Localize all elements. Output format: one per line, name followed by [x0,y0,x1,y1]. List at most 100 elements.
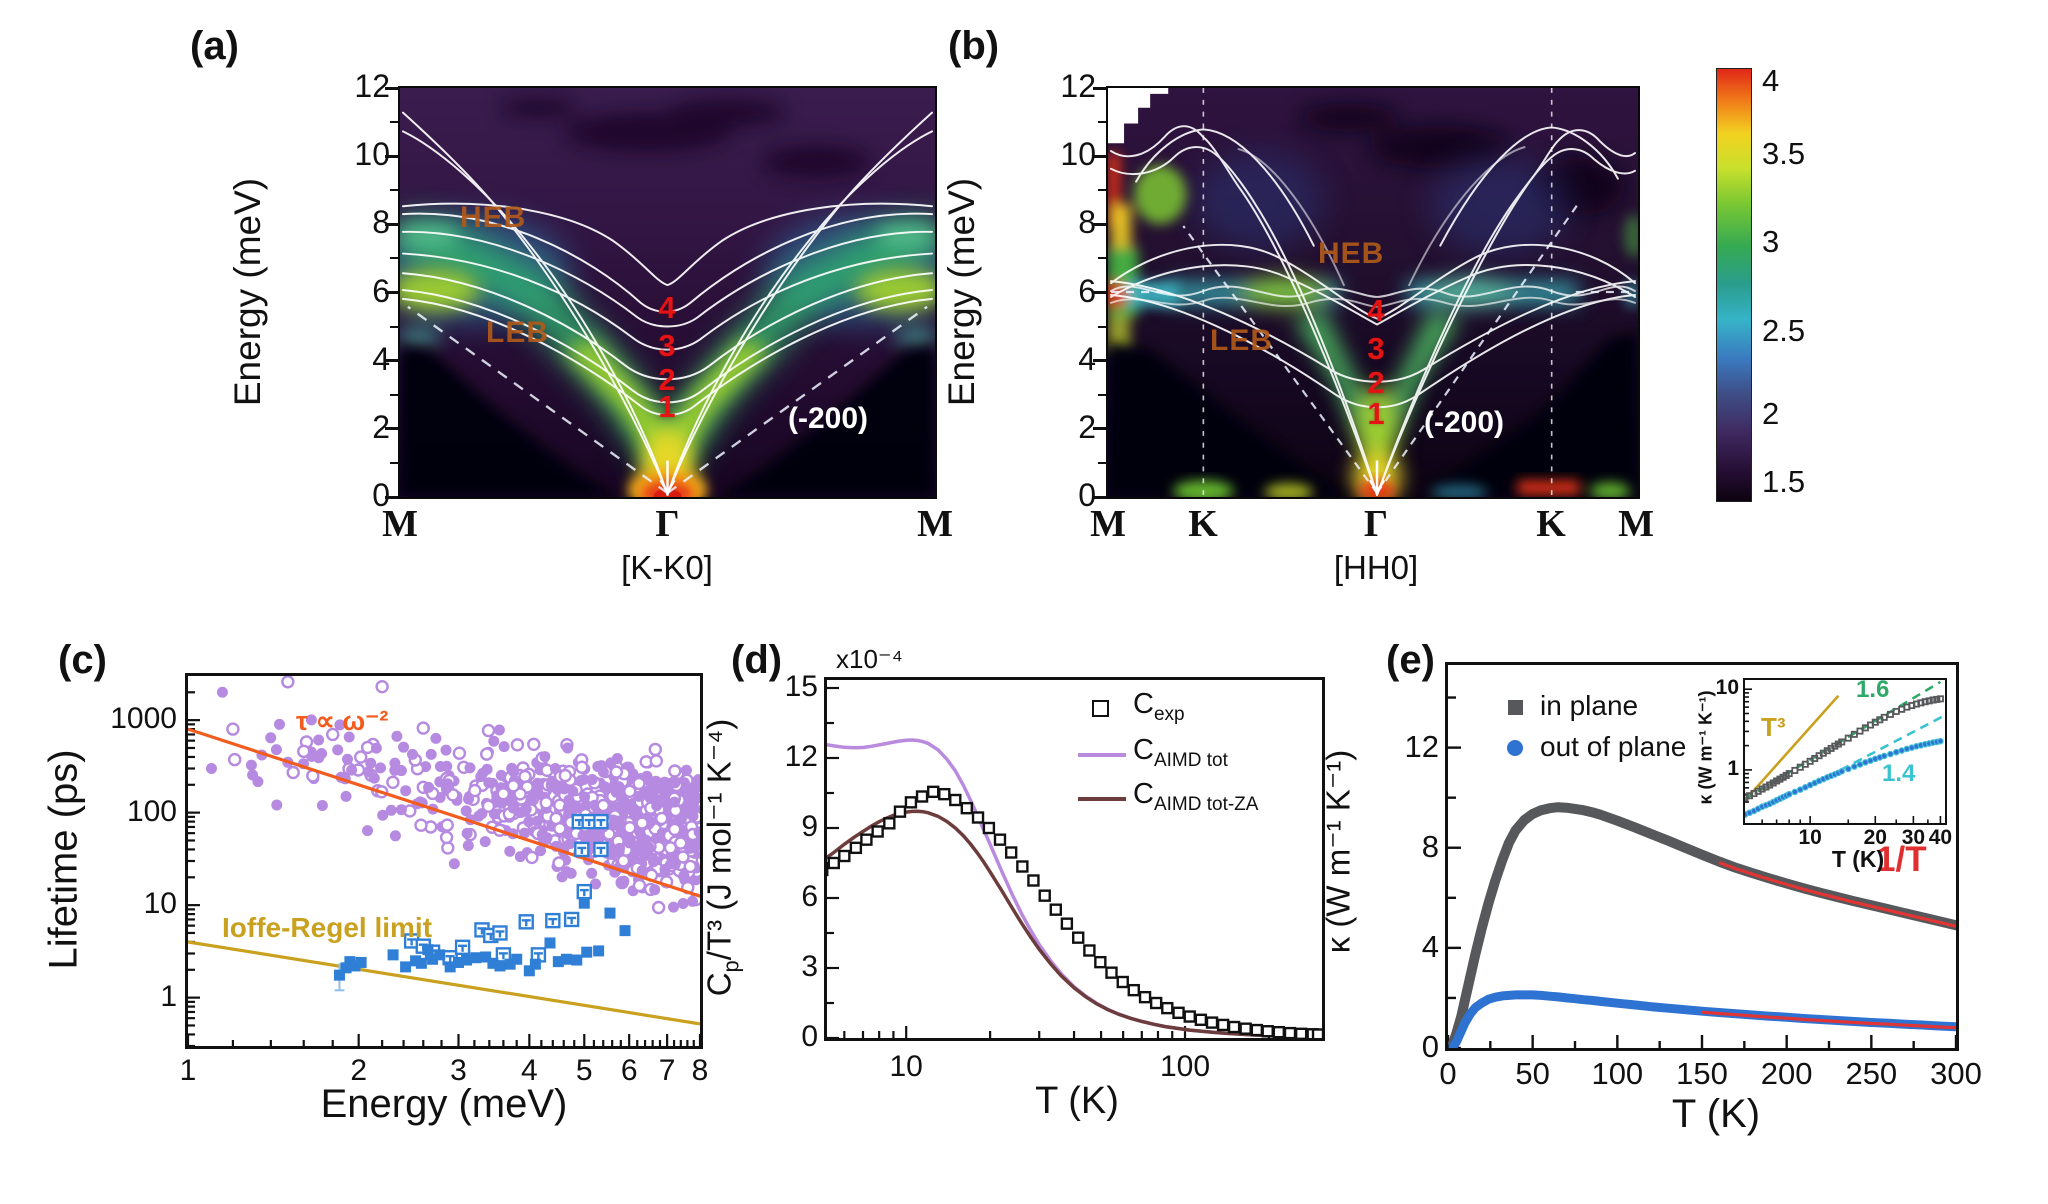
axis-tick [390,121,398,124]
axis-tick [385,154,398,158]
inverse-t-label: 1/T [1876,840,1927,879]
x-tick-label: M [382,503,418,545]
x-tick-label: M [917,503,953,545]
one-over-t-fit [1701,1010,1956,1030]
panel-c-ylabel: Lifetime (ps) [41,749,86,970]
axis-tick [1098,461,1106,464]
y-tick-label: 3 [801,950,818,983]
axis-tick [1093,495,1106,499]
panel-d-plot [824,677,1325,1041]
k-point-dashed-lines [1202,88,1553,497]
x-tick-label: K [1188,503,1218,545]
x-tick-label: Γ [655,503,680,545]
blue-haze [1193,152,1570,256]
panel-c-plot [185,673,703,1049]
x-tick-label: 10 [889,1050,923,1083]
panel-b-heatmap [1106,86,1640,499]
legend-marker-cexp [1092,700,1109,717]
x-tick-label: 1 [179,1054,197,1087]
x-tick-label: 50 [1515,1056,1550,1091]
x-tick-label: Γ [1363,503,1389,545]
heb-label-a: HEB [460,201,527,234]
y-tick-label: 4 [1421,928,1439,964]
legend-item-out-of-plane: out of plane [1540,731,1687,762]
x-tick-label: M [1090,503,1126,545]
colorbar-tick-label: 4 [1762,63,1780,98]
legend-sub: AIMD tot [1153,750,1228,771]
lifetime-scatter-canvas [188,676,700,1046]
axis-tick [1093,86,1106,90]
slope-16-label: 1.6 [1856,676,1890,703]
x-tick-label: 150 [1676,1056,1728,1091]
axis-tick [390,257,398,260]
colorbar-tick-label: 3.5 [1762,136,1806,171]
scale-note: x10⁻⁴ [836,644,903,674]
inset-ylabel: κ (W m⁻¹ K⁻¹) [1695,690,1716,805]
x-tick-label: K [1536,503,1566,545]
x-tick-label: 250 [1845,1056,1898,1091]
gamma-arrow-a [659,460,676,495]
axis-tick [385,86,398,90]
legend-marker-out-of-plane [1507,740,1523,756]
y-tick-label: 9 [801,810,818,843]
x-tick-label: 300 [1930,1056,1982,1091]
colorbar-tick-label: 1.5 [1762,464,1806,499]
branch-number: 1 [658,389,676,424]
y-tick-label: 10 [354,136,390,173]
inset-canvas [1745,680,1945,823]
gamma-arrow-b [1368,460,1386,495]
zone-label-b: (-200) [1424,406,1505,439]
y-tick-label: 1000 [110,702,177,736]
black-corners [1108,332,1638,497]
legend-text: C [1133,734,1154,766]
x-tick-label: M [1618,503,1654,545]
leb-label-b: LEB [1210,324,1273,357]
x-tick-label: 100 [1591,1056,1644,1091]
leb-label-a: LEB [486,316,549,349]
axis-tick [1093,291,1106,294]
y-tick-label: 12 [354,68,390,104]
panel-d-xlabel: T (K) [1035,1080,1119,1122]
experiment-filled-squares [333,897,631,981]
y-tick-label: 10 [143,887,177,921]
y-tick-label: 8 [372,204,390,241]
dashed-guides-b [1111,203,1635,494]
inset-plot [1743,678,1947,825]
axis-tick [385,359,398,363]
branch-number: 2 [1367,365,1385,400]
axis-tick [1093,427,1106,431]
panel-label-d: (d) [731,638,783,682]
one-over-t-fit [1718,860,1956,928]
colorbar-gradient [1717,69,1751,501]
y-tick-label: 4 [1078,340,1096,377]
axis-tick [1098,257,1106,260]
zone-label-a: (-200) [788,402,869,435]
axis-tick [1098,189,1106,192]
ylabel-main: C [700,972,738,997]
experiment-open-squares [403,813,609,966]
green-funnel [400,214,935,495]
axis-tick [385,291,398,294]
dashed-guides-a [407,305,928,495]
axis-tick [390,325,398,328]
tau-omega-line [188,727,700,898]
y-tick-label: 6 [1078,272,1096,309]
panel-c-xlabel: Energy (meV) [320,1082,568,1126]
panel-label-c: (c) [58,638,107,682]
out-of-plane-curve [1448,990,1956,1048]
panel-a-xlabel: [K-K0] [621,549,713,586]
axis-tick [1098,121,1106,124]
branch-number: 3 [1367,331,1385,366]
colorbar-tick-label: 2.5 [1762,313,1806,348]
y-tick-label: 12 [1404,728,1439,764]
panel-e-xlabel: T (K) [1671,1092,1761,1136]
legend-sub: AIMD tot-ZA [1153,794,1259,815]
axis-tick [1093,359,1106,363]
x-tick-label: 7 [658,1054,676,1087]
t-cubed-label: T³ [1761,712,1786,742]
y-tick-label: 10 [1060,136,1096,173]
slope-14-label: 1.4 [1882,760,1916,787]
t-cubed-guide [1745,694,1840,802]
branch-number: 1 [1367,396,1385,431]
axis-tick [1098,393,1106,396]
